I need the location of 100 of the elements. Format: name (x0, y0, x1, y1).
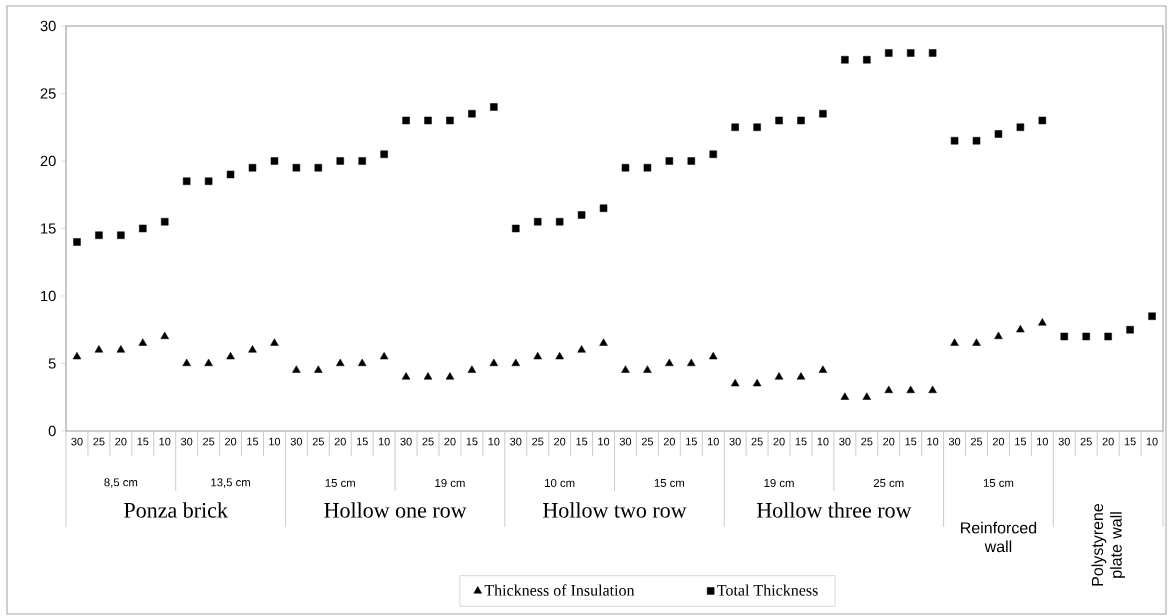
point (138, 338, 147, 346)
text: 8,5 cm (104, 478, 138, 488)
point (468, 110, 476, 118)
x-tick-label: 25 (532, 437, 544, 446)
point (533, 218, 542, 226)
x-tick-label: 15 (1124, 437, 1136, 446)
point (972, 338, 981, 346)
point (906, 385, 915, 394)
point (226, 351, 235, 360)
x-tick-label: 15 (1015, 437, 1027, 446)
x-tick-label: 30 (839, 437, 851, 446)
y-tick-label: 20 (40, 155, 56, 167)
point (621, 164, 630, 172)
x-tick-label: 20 (115, 437, 127, 446)
point (1038, 116, 1047, 125)
x-tick-label: 30 (619, 437, 632, 446)
point (402, 116, 410, 125)
x-tick-label: 10 (1146, 437, 1158, 446)
point (1104, 332, 1112, 341)
x-tick-label: 15 (795, 437, 807, 446)
x-tick-label: 15 (905, 437, 917, 446)
point (117, 231, 125, 239)
point (863, 56, 871, 64)
point (73, 238, 81, 246)
point (446, 116, 454, 125)
x-tick-label: 25 (970, 437, 983, 446)
text: Hollow three row (756, 502, 912, 518)
point (709, 351, 718, 360)
x-tick-label: 25 (93, 437, 105, 446)
x-tick-label: 15 (247, 437, 259, 446)
point (424, 116, 432, 125)
point (994, 130, 1003, 138)
x-tick-label: 25 (861, 437, 873, 446)
point (885, 49, 893, 57)
point (270, 157, 279, 165)
point (928, 385, 937, 394)
point (972, 137, 981, 145)
point (226, 170, 235, 179)
text: 10 cm (545, 478, 575, 487)
x-tick-label: 10 (817, 437, 829, 446)
point (753, 123, 761, 131)
x-tick-label: 30 (1058, 437, 1070, 446)
text: 15 cm (983, 479, 1014, 487)
y-tick-label: 15 (41, 223, 56, 234)
x-tick-label: 15 (137, 437, 149, 446)
legend-label: Thickness of Insulation (484, 584, 635, 596)
point (336, 157, 344, 165)
x-tick-label: 30 (71, 437, 83, 446)
point (555, 218, 564, 226)
x-tick-label: 30 (400, 437, 412, 446)
point (379, 351, 389, 360)
point (730, 378, 740, 387)
point (819, 110, 827, 118)
x-tick-label: 10 (707, 437, 719, 446)
x-tick-label: 30 (729, 437, 741, 446)
point (248, 345, 257, 353)
point (292, 164, 301, 172)
point (1126, 326, 1134, 334)
y-tick-label: 5 (48, 358, 56, 369)
point (314, 365, 323, 373)
point (818, 365, 828, 373)
text: 19 cm (764, 478, 794, 487)
x-tick-label: 15 (686, 437, 697, 446)
point (775, 116, 783, 125)
point (511, 358, 520, 367)
legend-label: Total Thickness (717, 584, 818, 596)
x-tick-label: 10 (378, 437, 390, 446)
x-tick-label: 30 (290, 437, 303, 446)
point (599, 338, 608, 346)
point (204, 358, 213, 367)
point (336, 358, 345, 367)
point (380, 150, 388, 158)
x-tick-label: 20 (992, 437, 1005, 446)
x-tick-label: 10 (598, 437, 610, 446)
point (292, 365, 301, 373)
text: 19 cm (435, 478, 465, 487)
point (182, 358, 191, 367)
x-tick-label: 25 (422, 437, 434, 446)
point (796, 372, 806, 380)
x-tick-label: 30 (510, 437, 522, 446)
point (423, 372, 433, 380)
x-tick-label: 10 (269, 437, 281, 446)
point (1148, 312, 1156, 320)
point (139, 224, 147, 233)
point (401, 372, 411, 380)
text: Hollow two row (543, 502, 687, 518)
point (160, 331, 169, 340)
point (204, 177, 213, 185)
point (884, 385, 893, 394)
point (731, 123, 739, 131)
point (841, 56, 849, 64)
text: 15 cm (325, 479, 355, 487)
x-tick-label: 20 (225, 437, 237, 446)
point (687, 157, 696, 165)
x-tick-label: 10 (159, 437, 171, 446)
text: Ponza brick (124, 502, 228, 518)
point (358, 157, 366, 165)
text: Reinforced wall (961, 521, 1037, 553)
point (687, 358, 696, 367)
x-tick-label: 20 (1102, 437, 1114, 446)
